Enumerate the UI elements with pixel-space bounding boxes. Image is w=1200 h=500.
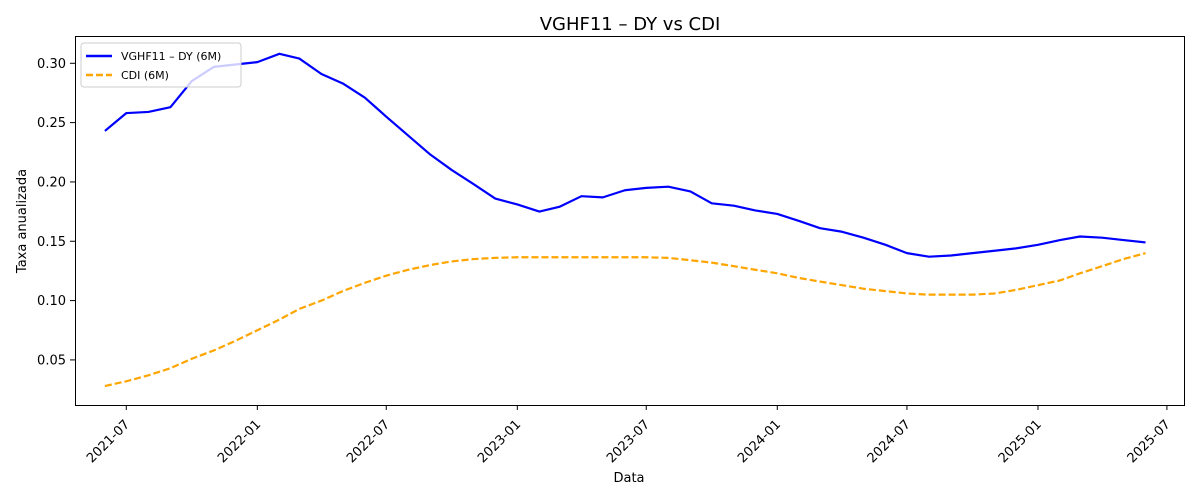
x-tick-label: 2022-01 (215, 417, 264, 466)
series-layer (104, 52, 1146, 388)
x-tick-label: 2025-01 (996, 417, 1045, 466)
y-axis: 0.05 0.10 0.15 0.20 0.25 0.30 (37, 57, 75, 368)
x-tick-label: 2025-07 (1125, 417, 1174, 466)
legend-label-cdi: CDI (6M) (121, 69, 169, 82)
legend-label-dy: VGHF11 – DY (6M) (121, 50, 221, 63)
x-tick-label: 2023-07 (604, 417, 653, 466)
x-tick-label: 2023-01 (475, 417, 524, 466)
series-line-cdi (104, 252, 1146, 388)
y-tick-label: 0.10 (37, 294, 66, 309)
legend-box (80, 42, 242, 88)
x-axis-label: Data (613, 471, 644, 486)
y-tick-label: 0.30 (37, 57, 66, 72)
x-tick-label: 2024-07 (865, 417, 914, 466)
y-tick-label: 0.25 (37, 116, 66, 131)
x-tick-label: 2021-07 (84, 417, 133, 466)
x-axis: 2021-07 2022-01 2022-07 2023-01 2023-07 2024-… (84, 405, 1174, 466)
y-tick-label: 0.05 (37, 353, 66, 368)
y-tick-label: 0.20 (37, 175, 66, 190)
legend: VGHF11 – DY (6M) CDI (6M) (80, 42, 242, 88)
y-axis-label: Taxa anualizada (15, 169, 30, 274)
chart-title: VGHF11 – DY vs CDI (540, 14, 721, 35)
y-tick-label: 0.15 (37, 235, 66, 250)
x-tick-label: 2022-07 (344, 417, 393, 466)
series-line-dy (104, 52, 1146, 258)
x-tick-label: 2024-01 (735, 417, 784, 466)
plot-frame (75, 36, 1185, 406)
